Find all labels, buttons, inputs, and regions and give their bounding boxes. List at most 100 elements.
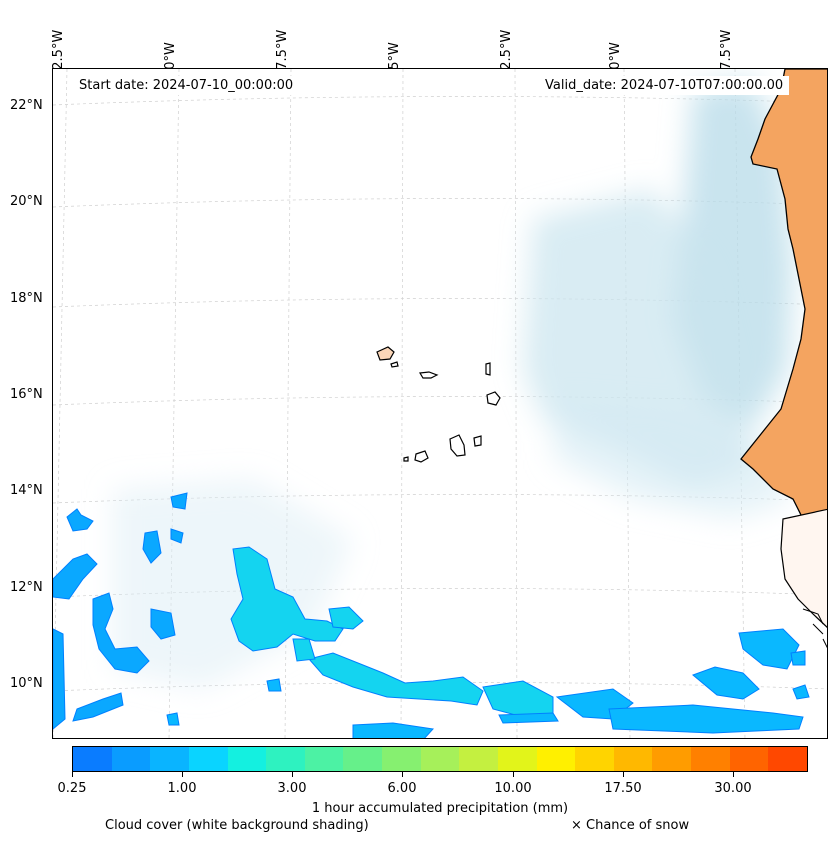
colorbar-segment-14 — [613, 747, 653, 771]
coast-islands-small — [802, 608, 827, 649]
colorbar-segment-0 — [73, 747, 112, 771]
colorbar-tickmark-1 — [182, 772, 183, 777]
snow-legend: × Chance of snow — [571, 818, 690, 833]
island-maio — [473, 435, 482, 447]
colorbar-segment-4 — [227, 747, 267, 771]
cloud-band-south-east — [553, 399, 793, 519]
precip-patch-1 — [66, 508, 94, 532]
colorbar-segment-9 — [420, 747, 460, 771]
meridian-line — [623, 69, 631, 738]
island-sao-nicolau — [419, 371, 439, 379]
lat-label-12n: 12°N — [10, 580, 43, 595]
parallel-line — [53, 96, 827, 106]
island-boa-vista — [486, 391, 501, 406]
colorbar-segment-11 — [497, 747, 537, 771]
lat-label-20n: 20°N — [10, 194, 43, 209]
colorbar-tickmark-3 — [402, 772, 403, 777]
colorbar-label: 1 hour accumulated precipitation (mm) — [311, 801, 569, 816]
precip-patch-14 — [292, 638, 316, 662]
colorbar-tick-17-50: 17.50 — [604, 781, 642, 796]
precip-patch-10 — [230, 546, 344, 652]
parallel-line — [53, 298, 827, 308]
meridian-line — [734, 69, 746, 738]
precip-patch-2 — [53, 553, 98, 600]
colorbar-tickmark-2 — [292, 772, 293, 777]
precipitation-colorbar — [72, 746, 808, 772]
precip-patch-22 — [166, 712, 180, 726]
parallel-line — [53, 198, 827, 208]
cloud-cover-layer — [113, 79, 793, 689]
lat-label-22n: 22°N — [10, 98, 43, 113]
colorbar-segment-8 — [382, 747, 421, 771]
colorbar-segment-17 — [729, 747, 769, 771]
precip-patch-21 — [352, 722, 434, 738]
colorbar-segment-15 — [652, 747, 691, 771]
precip-patch-3 — [92, 592, 150, 674]
lat-label-10n: 10°N — [10, 676, 43, 691]
precipitation-layer — [53, 492, 810, 738]
valid-date-label: Valid_date: 2024-07-10T07:00:00.00 — [539, 76, 790, 95]
colorbar-tick-6-00: 6.00 — [387, 781, 417, 796]
africa-coast-land — [740, 69, 827, 567]
colorbar-segment-5 — [266, 747, 305, 771]
precip-patch-23 — [266, 678, 282, 692]
map-canvas — [53, 69, 827, 738]
precip-central-cluster — [230, 546, 554, 718]
cape-verde-islands — [376, 346, 501, 463]
precip-patch-5 — [150, 608, 176, 640]
island-fogo — [414, 450, 429, 463]
parallel-line — [53, 396, 827, 406]
precip-patch-7 — [72, 692, 124, 722]
colorbar-segment-1 — [111, 747, 151, 771]
precip-patch-19 — [738, 628, 800, 670]
precip-patch-9 — [170, 528, 184, 544]
colorbar-segment-2 — [150, 747, 189, 771]
colorbar-tick-3-00: 3.00 — [277, 781, 307, 796]
precip-west-cluster — [53, 492, 188, 730]
lat-label-18n: 18°N — [10, 291, 43, 306]
colorbar-tick-0-25: 0.25 — [57, 781, 87, 796]
lat-label-14n: 14°N — [10, 483, 43, 498]
start-date-label: Start date: 2024-07-10_00:00:00 — [73, 76, 300, 95]
precip-patch-16 — [498, 712, 559, 724]
colorbar-segment-3 — [188, 747, 228, 771]
island-santo-antao — [376, 346, 395, 361]
meridian-line — [53, 69, 68, 738]
island-sao-vicente — [390, 361, 399, 368]
colorbar-tickmark-4 — [513, 772, 514, 777]
colorbar-tickmark-6 — [733, 772, 734, 777]
precip-patch-20 — [792, 684, 810, 700]
land-layer — [740, 69, 827, 649]
island-santiago — [449, 434, 466, 457]
lat-label-16n: 16°N — [10, 387, 43, 402]
colorbar-segment-18 — [768, 747, 807, 771]
precip-patch-4 — [142, 530, 162, 564]
precip-patch-6 — [53, 628, 66, 730]
precip-patch-24 — [790, 650, 806, 666]
precip-patch-18 — [692, 666, 760, 700]
africa-coast-south-white — [780, 508, 827, 628]
precip-patch-12 — [482, 680, 554, 718]
cloud-cover-legend: Cloud cover (white background shading) — [105, 818, 369, 833]
precip-patch-11 — [308, 652, 484, 706]
meridian-line — [400, 69, 404, 738]
precip-patch-8 — [170, 492, 188, 510]
parallel-line — [53, 682, 827, 692]
island-brava — [403, 456, 409, 462]
colorbar-segment-16 — [691, 747, 730, 771]
precip-patch-17 — [608, 704, 804, 734]
island-sal — [485, 362, 491, 376]
precip-southern-band — [166, 628, 810, 738]
colorbar-segment-12 — [536, 747, 576, 771]
precip-patch-13 — [328, 606, 364, 630]
colorbar-segment-10 — [459, 747, 498, 771]
colorbar-segment-6 — [304, 747, 344, 771]
meridian-line — [514, 69, 518, 738]
colorbar-tick-30-00: 30.00 — [714, 781, 752, 796]
colorbar-tick-10-00: 10.00 — [494, 781, 532, 796]
colorbar-tickmark-0 — [72, 772, 73, 777]
map-panel[interactable] — [52, 68, 828, 739]
colorbar-segment-13 — [575, 747, 614, 771]
colorbar-tick-1-00: 1.00 — [167, 781, 197, 796]
colorbar-segment-7 — [343, 747, 382, 771]
